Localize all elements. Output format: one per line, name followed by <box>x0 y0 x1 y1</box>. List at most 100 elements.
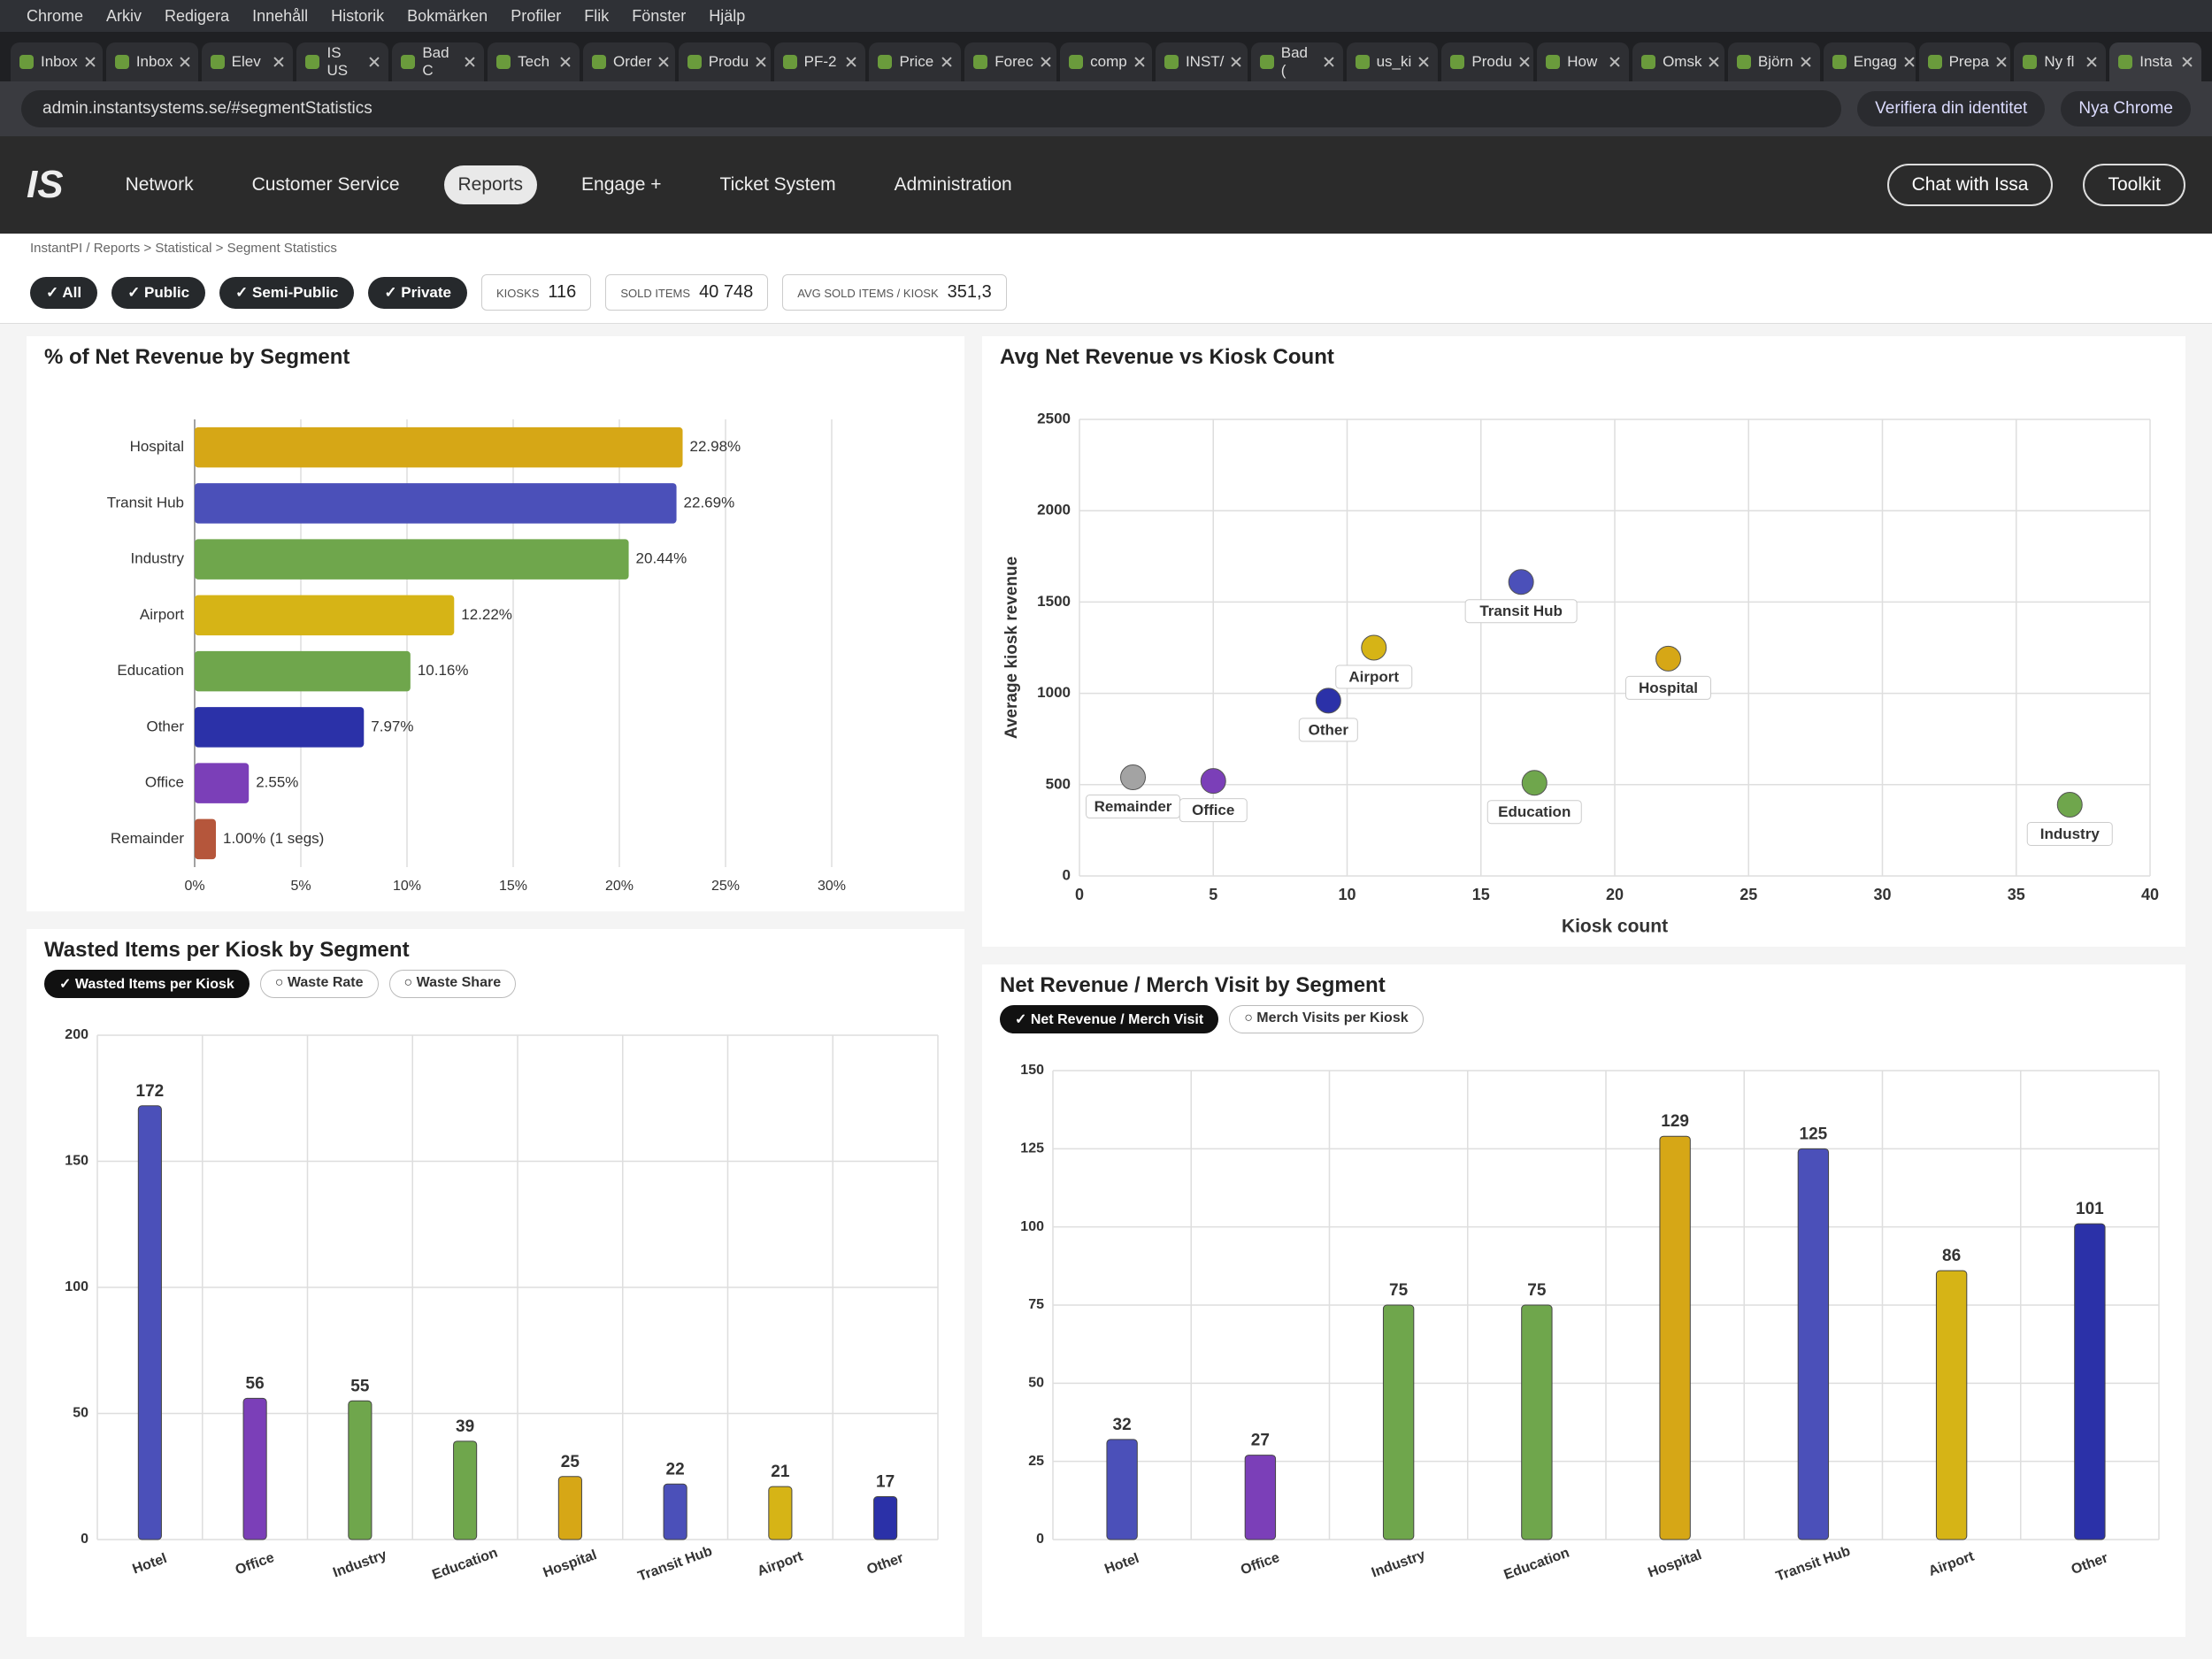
tab-close[interactable] <box>1041 57 1051 67</box>
nav-item[interactable]: Engage + <box>581 174 662 195</box>
point <box>1508 569 1534 595</box>
tab[interactable]: Engag <box>1823 42 1916 81</box>
toggle-button[interactable]: ○ Merch Visits per Kiosk <box>1229 1005 1424 1033</box>
tab-close[interactable] <box>1709 57 1719 67</box>
tab[interactable]: Prepa <box>1918 42 2011 81</box>
url-field[interactable]: admin.instantsystems.se/#segmentStatisti… <box>21 90 1842 127</box>
tab[interactable]: Inbox <box>105 42 198 81</box>
tab-close[interactable] <box>2086 57 2097 67</box>
tab-close[interactable] <box>941 57 952 67</box>
tab-icon <box>401 55 416 69</box>
menu-item[interactable]: Redigera <box>165 6 230 25</box>
tab[interactable]: comp <box>1060 42 1152 81</box>
nav-item[interactable]: Reports <box>443 165 538 204</box>
point <box>1655 645 1681 672</box>
label-box <box>1625 675 1711 700</box>
tab[interactable]: Elev <box>201 42 294 81</box>
menu-item[interactable]: Hjälp <box>709 6 746 25</box>
tab-close[interactable] <box>85 57 96 67</box>
tab-close[interactable] <box>180 57 190 67</box>
filter-chip[interactable]: ✓ Public <box>111 276 206 309</box>
tab[interactable]: Bad C <box>392 42 485 81</box>
tab[interactable]: Inbox <box>11 42 103 81</box>
y-tick-label: 75 <box>1028 1297 1044 1312</box>
menu-item[interactable]: Profiler <box>511 6 562 25</box>
tab[interactable]: PF-2 <box>773 42 866 81</box>
tab-title: Price <box>899 53 934 70</box>
menu-item[interactable]: Chrome <box>27 6 84 25</box>
tab[interactable]: Forec <box>964 42 1057 81</box>
tab[interactable]: Omsk <box>1632 42 1724 81</box>
menu-item[interactable]: Innehåll <box>252 6 309 25</box>
tab[interactable]: Order <box>582 42 675 81</box>
tab-close[interactable] <box>1609 57 1620 67</box>
tab-close[interactable] <box>1904 57 1915 67</box>
nav-item[interactable]: Ticket System <box>719 174 836 195</box>
header-action[interactable]: Toolkit <box>2083 164 2185 206</box>
tab[interactable]: Produ <box>1441 42 1534 81</box>
data-label: 21 <box>771 1463 790 1481</box>
tab-close[interactable] <box>1801 57 1811 67</box>
tab-icon <box>1450 55 1465 69</box>
nav-item[interactable]: Customer Service <box>251 174 400 195</box>
tab[interactable]: Ny fl <box>2014 42 2107 81</box>
tab[interactable]: Price <box>869 42 962 81</box>
menu-item[interactable]: Bokmärken <box>407 6 488 25</box>
tab-close[interactable] <box>2182 57 2193 67</box>
toggle-button[interactable]: ○ Waste Rate <box>259 970 379 998</box>
y-tick-label: 150 <box>1020 1063 1044 1078</box>
logo[interactable]: IS <box>27 163 64 206</box>
x-tick-label: Transit Hub <box>636 1544 715 1585</box>
browser-button[interactable]: Nya Chrome <box>2061 91 2191 127</box>
toggle-button[interactable]: ✓ Wasted Items per Kiosk <box>44 970 250 998</box>
bar <box>242 1397 267 1540</box>
tab-icon <box>305 55 320 69</box>
filter-chip[interactable]: ✓ All <box>30 276 98 309</box>
toggle-button[interactable]: ✓ Net Revenue / Merch Visit <box>1000 1005 1219 1033</box>
x-tick-label: Hospital <box>541 1548 599 1581</box>
tab-close[interactable] <box>369 57 380 67</box>
tab-close[interactable] <box>273 57 284 67</box>
tab-close[interactable] <box>1519 57 1530 67</box>
tab-close[interactable] <box>1996 57 2007 67</box>
point-label: Transit Hub <box>1479 603 1563 619</box>
tab[interactable]: IS US <box>296 42 389 81</box>
nav-item[interactable]: Network <box>125 174 194 195</box>
tab[interactable]: How <box>1537 42 1630 81</box>
tab-close[interactable] <box>1418 57 1429 67</box>
data-label: 101 <box>2076 1200 2104 1218</box>
tab-close[interactable] <box>846 57 856 67</box>
tab[interactable]: Produ <box>678 42 771 81</box>
menu-item[interactable]: Flik <box>584 6 610 25</box>
tab-icon <box>1736 55 1751 69</box>
tab[interactable]: INST/ <box>1155 42 1248 81</box>
tab-close[interactable] <box>465 57 475 67</box>
tab-close[interactable] <box>658 57 669 67</box>
tab[interactable]: Björn <box>1727 42 1820 81</box>
menu-item[interactable]: Fönster <box>632 6 687 25</box>
tab-icon <box>1069 55 1084 69</box>
tab-close[interactable] <box>1134 57 1145 67</box>
filter-chip[interactable]: ✓ Semi-Public <box>219 276 355 309</box>
tab-icon <box>1355 55 1370 69</box>
tab-close[interactable] <box>560 57 571 67</box>
filter-chip[interactable]: ✓ Private <box>368 276 467 309</box>
tab[interactable]: Bad ( <box>1250 42 1343 81</box>
browser-button[interactable]: Verifiera din identitet <box>1857 91 2046 127</box>
nav-item[interactable]: Administration <box>894 174 1012 195</box>
tab-close[interactable] <box>1324 57 1334 67</box>
menu-item[interactable]: Arkiv <box>106 6 142 25</box>
tab-close[interactable] <box>756 57 766 67</box>
tab[interactable]: us_ki <box>1346 42 1439 81</box>
tab-icon <box>210 55 225 69</box>
menu-item[interactable]: Historik <box>331 6 385 25</box>
header-action[interactable]: Chat with Issa <box>1886 164 2054 206</box>
toggle-group: ✓ Net Revenue / Merch Visit ○ Merch Visit… <box>1000 1005 2168 1033</box>
toggle-button[interactable]: ○ Waste Share <box>388 970 517 998</box>
tab-close[interactable] <box>1231 57 1241 67</box>
x-tick-label: Transit Hub <box>1774 1544 1853 1585</box>
tab[interactable]: Insta <box>2109 42 2202 81</box>
tab[interactable]: Tech <box>488 42 580 81</box>
y-tick-label: Other <box>146 718 184 734</box>
data-label: 10.16% <box>418 662 469 679</box>
